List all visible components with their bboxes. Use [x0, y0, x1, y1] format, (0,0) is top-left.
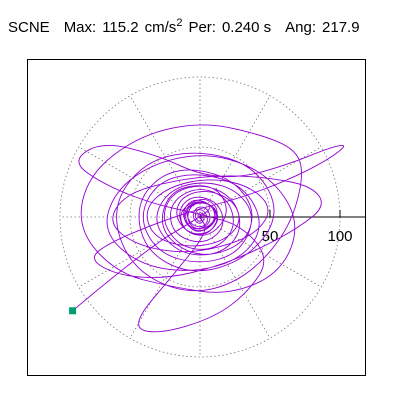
period-label: Per:	[188, 19, 216, 36]
station-code: SCNE	[8, 19, 50, 36]
angle-label: Ang:	[285, 19, 317, 36]
radial-axis: 50 100	[200, 210, 365, 245]
period-value: 0.240 s	[221, 19, 272, 36]
motion-trace	[72, 124, 344, 333]
max-unit: cm/s	[144, 19, 177, 36]
angle-value: 217.9	[322, 19, 360, 36]
max-value: 115.2	[102, 19, 139, 36]
grid-spoke-150	[78, 146, 201, 218]
radial-tick-label-100: 100	[327, 228, 352, 245]
particle-motion-path	[72, 124, 344, 333]
plot-header: SCNE Max: 115.2 cm/s2 Per: 0.240 s Ang: 217.9	[8, 17, 360, 37]
grid-spoke-120	[129, 95, 201, 218]
grid-spoke-60	[199, 95, 271, 218]
grid-spoke-210	[78, 216, 201, 288]
polar-plot: 50 100	[59, 76, 365, 358]
start-marker-layer	[69, 307, 77, 315]
grid-spoke-300	[199, 216, 271, 339]
max-unit-exponent: 2	[176, 17, 183, 29]
max-label: Max:	[63, 19, 97, 36]
grid-spoke-240	[129, 216, 201, 339]
plot-frame: 50 100	[27, 59, 366, 376]
start-point-marker	[69, 307, 77, 315]
grid-spoke-330	[199, 216, 322, 288]
